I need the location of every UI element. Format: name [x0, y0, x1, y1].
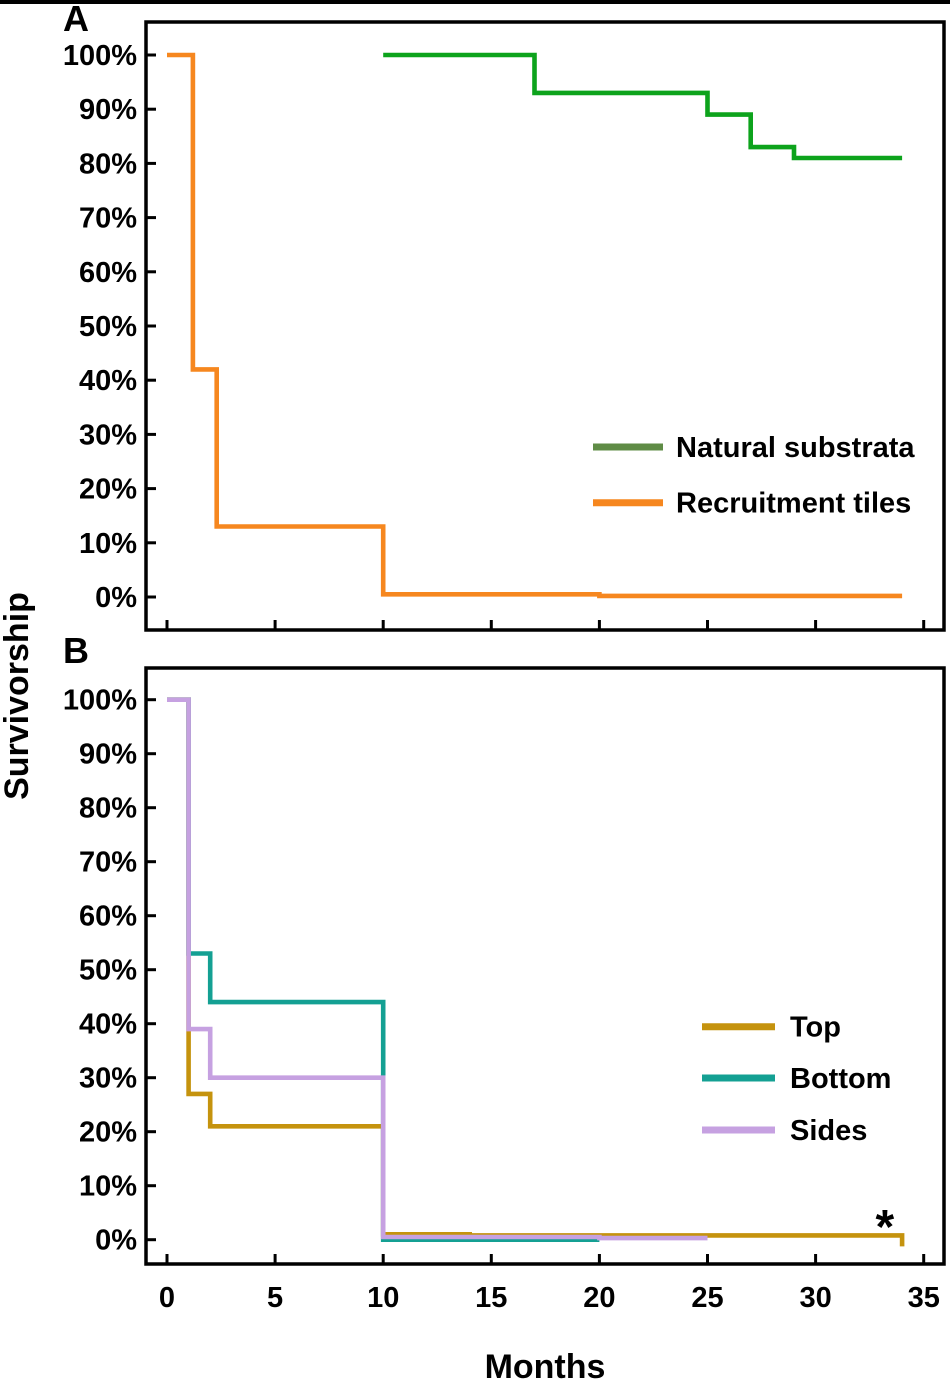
x-tick-label: 10 — [367, 1282, 399, 1314]
y-tick-label: 50% — [79, 955, 137, 987]
y-tick-label: 70% — [79, 203, 137, 235]
series-line-natural-substrata — [383, 52, 903, 161]
y-tick-label: 10% — [79, 528, 137, 560]
x-tick-label: 30 — [799, 1282, 831, 1314]
y-tick-label: 30% — [79, 1063, 137, 1095]
y-tick-label: 80% — [79, 793, 137, 825]
series-line-sides — [167, 697, 708, 1241]
significance-asterisk: * — [875, 1201, 894, 1254]
x-tick-label: 25 — [691, 1282, 723, 1314]
y-tick-label: 90% — [79, 739, 137, 771]
y-tick-label: 60% — [79, 901, 137, 933]
legend-label-top: Top — [790, 1012, 841, 1044]
x-tick-label: 20 — [583, 1282, 615, 1314]
y-tick-label: 40% — [79, 365, 137, 397]
panel-a: 100% 90% 80% 70% 60% 50% 40% 30% 20% 10% 0% Natural… — [63, 20, 946, 632]
y-tick-label: 70% — [79, 847, 137, 879]
legend-label-bottom: Bottom — [790, 1063, 891, 1095]
x-tick-label: 15 — [475, 1282, 507, 1314]
panel-a-frame — [144, 20, 946, 632]
x-tick-label: 35 — [908, 1282, 940, 1314]
panel-b-label: B — [63, 630, 89, 671]
y-tick-label: 10% — [79, 1171, 137, 1203]
y-tick-label: 20% — [79, 474, 137, 506]
y-tick-label: 50% — [79, 311, 137, 343]
y-tick-label: 80% — [79, 148, 137, 180]
y-tick-label: 0% — [95, 582, 137, 614]
y-tick-label: 20% — [79, 1117, 137, 1149]
y-tick-label: 60% — [79, 257, 137, 289]
panel-b: 100% 90% 80% 70% 60% 50% 40% 30% 20% 10% 0% 0 5 10 15 2… — [63, 666, 946, 1314]
y-tick-label: 100% — [63, 685, 137, 717]
panel-b-frame — [144, 666, 946, 1266]
figure-top-border — [0, 0, 950, 4]
legend-label-sides: Sides — [790, 1115, 867, 1147]
y-tick-label: 30% — [79, 419, 137, 451]
y-axis-title: Survivorship — [0, 592, 36, 800]
y-tick-label: 0% — [95, 1225, 137, 1257]
x-tick-label: 5 — [267, 1282, 283, 1314]
x-tick-label: 0 — [159, 1282, 175, 1314]
y-tick-label: 100% — [63, 40, 137, 72]
legend-label-recruitment-tiles: Recruitment tiles — [676, 488, 911, 520]
panel-a-label: A — [63, 0, 89, 39]
y-tick-label: 90% — [79, 94, 137, 126]
y-tick-label: 40% — [79, 1009, 137, 1041]
series-line-top — [167, 697, 905, 1247]
legend-label-natural-substrata: Natural substrata — [676, 432, 915, 464]
x-axis-title: Months — [485, 1348, 606, 1386]
series-line-recruitment-tiles — [167, 52, 903, 599]
